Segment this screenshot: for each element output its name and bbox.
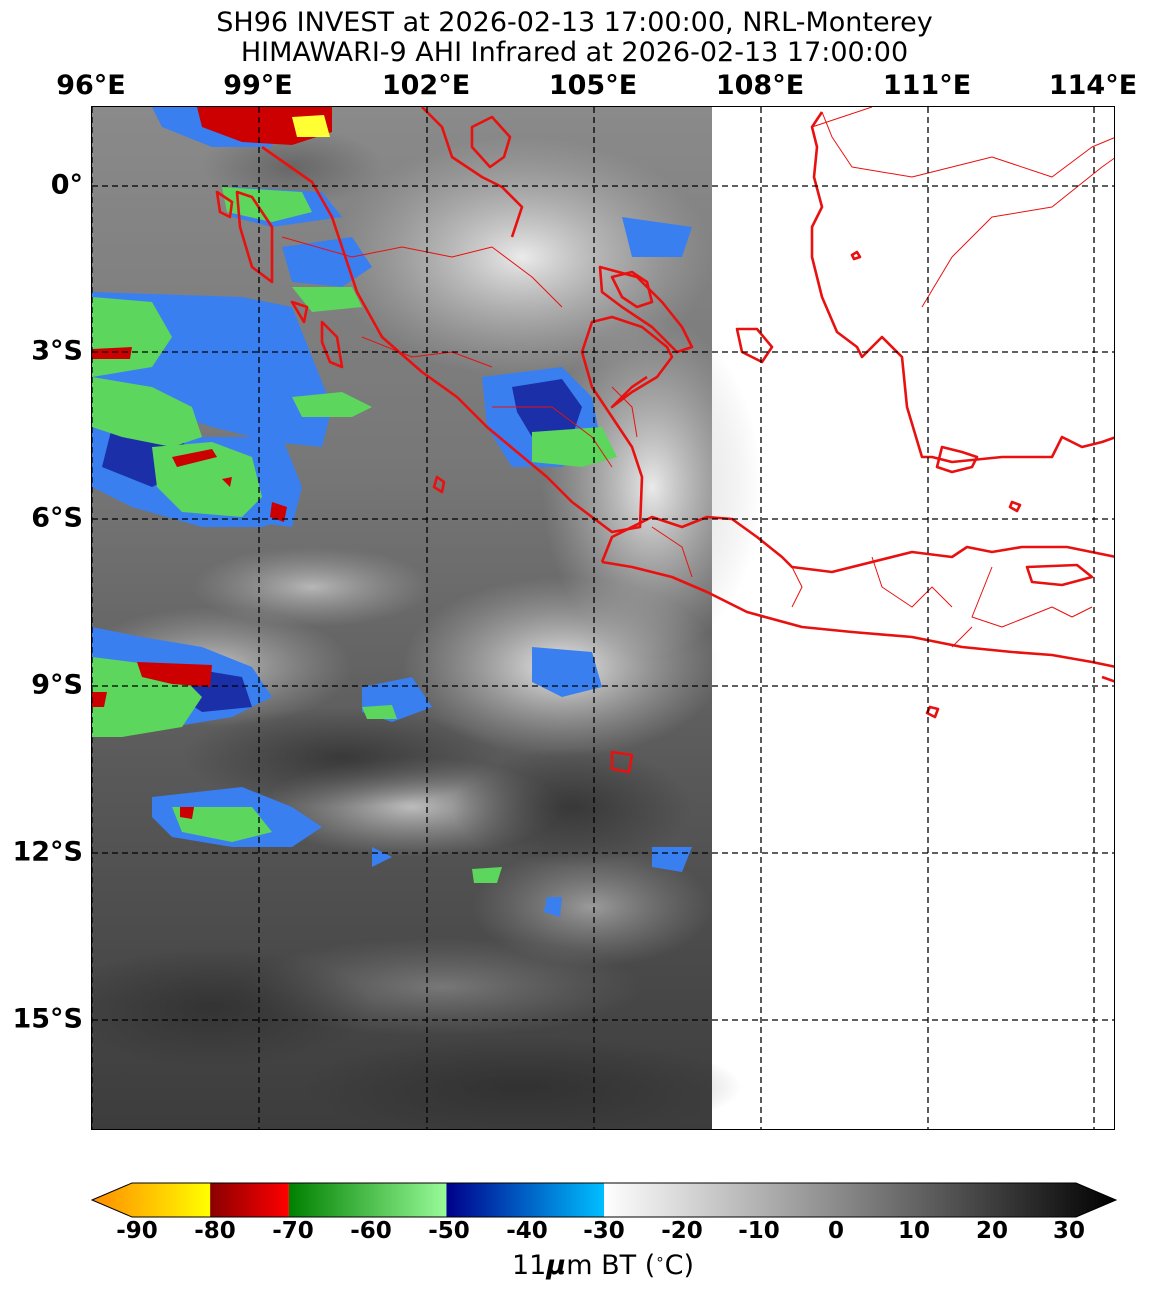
lon-label-114e: 114°E [1048, 70, 1138, 101]
lon-label-99e: 99°E [223, 70, 293, 101]
colorbar-segment [446, 1183, 604, 1217]
lon-label-111e: 111°E [882, 70, 972, 101]
colorbar-segment [210, 1183, 289, 1217]
colorbar-tick: -80 [194, 1218, 236, 1244]
lat-label-9s: 9°S [31, 669, 83, 701]
lat-label-12s: 12°S [12, 836, 83, 868]
gridlines [92, 107, 1114, 1129]
satellite-map[interactable] [91, 106, 1115, 1130]
colorbar-tick: 30 [1052, 1218, 1086, 1244]
lon-label-102e: 102°E [381, 70, 471, 101]
colorbar-label: 11μm BT (∘C) [511, 1250, 695, 1281]
lon-label-96e: 96°E [56, 70, 126, 101]
lat-label-6s: 6°S [31, 502, 83, 534]
colorbar-tick: -20 [661, 1218, 703, 1244]
colorbar-tick: 0 [827, 1218, 845, 1244]
colorbar-tick: -60 [350, 1218, 392, 1244]
map-canvas [92, 107, 1114, 1129]
lat-label-3s: 3°S [31, 335, 83, 367]
infrared-imagery [92, 107, 762, 1129]
chart-title-line-2: HIMAWARI-9 AHI Infrared at 2026-02-13 17… [240, 37, 909, 68]
colorbar-tick: -40 [506, 1218, 548, 1244]
colorbar-outline [91, 1182, 1117, 1218]
colorbar-tick: -10 [738, 1218, 780, 1244]
colorbar-tick: 10 [897, 1218, 931, 1244]
colorbar-tick: -70 [272, 1218, 314, 1244]
coastlines [215, 107, 1114, 774]
colorbar-tick: -30 [583, 1218, 625, 1244]
lat-label-15s: 15°S [12, 1003, 83, 1035]
lon-label-108e: 108°E [715, 70, 805, 101]
lon-label-105e: 105°E [548, 70, 638, 101]
coldest-cloud-yellow [292, 115, 330, 137]
colorbar-segment [288, 1183, 447, 1217]
lat-label-0: 0° [50, 169, 83, 201]
colorbar [91, 1182, 1117, 1218]
colorbar-tick: 20 [975, 1218, 1009, 1244]
chart-title-line-1: SH96 INVEST at 2026-02-13 17:00:00, NRL-… [216, 7, 933, 38]
colorbar-segment [604, 1183, 1116, 1217]
colorbar-tick: -50 [428, 1218, 470, 1244]
colorbar-tick: -90 [116, 1218, 158, 1244]
colorbar-segment [92, 1183, 211, 1217]
